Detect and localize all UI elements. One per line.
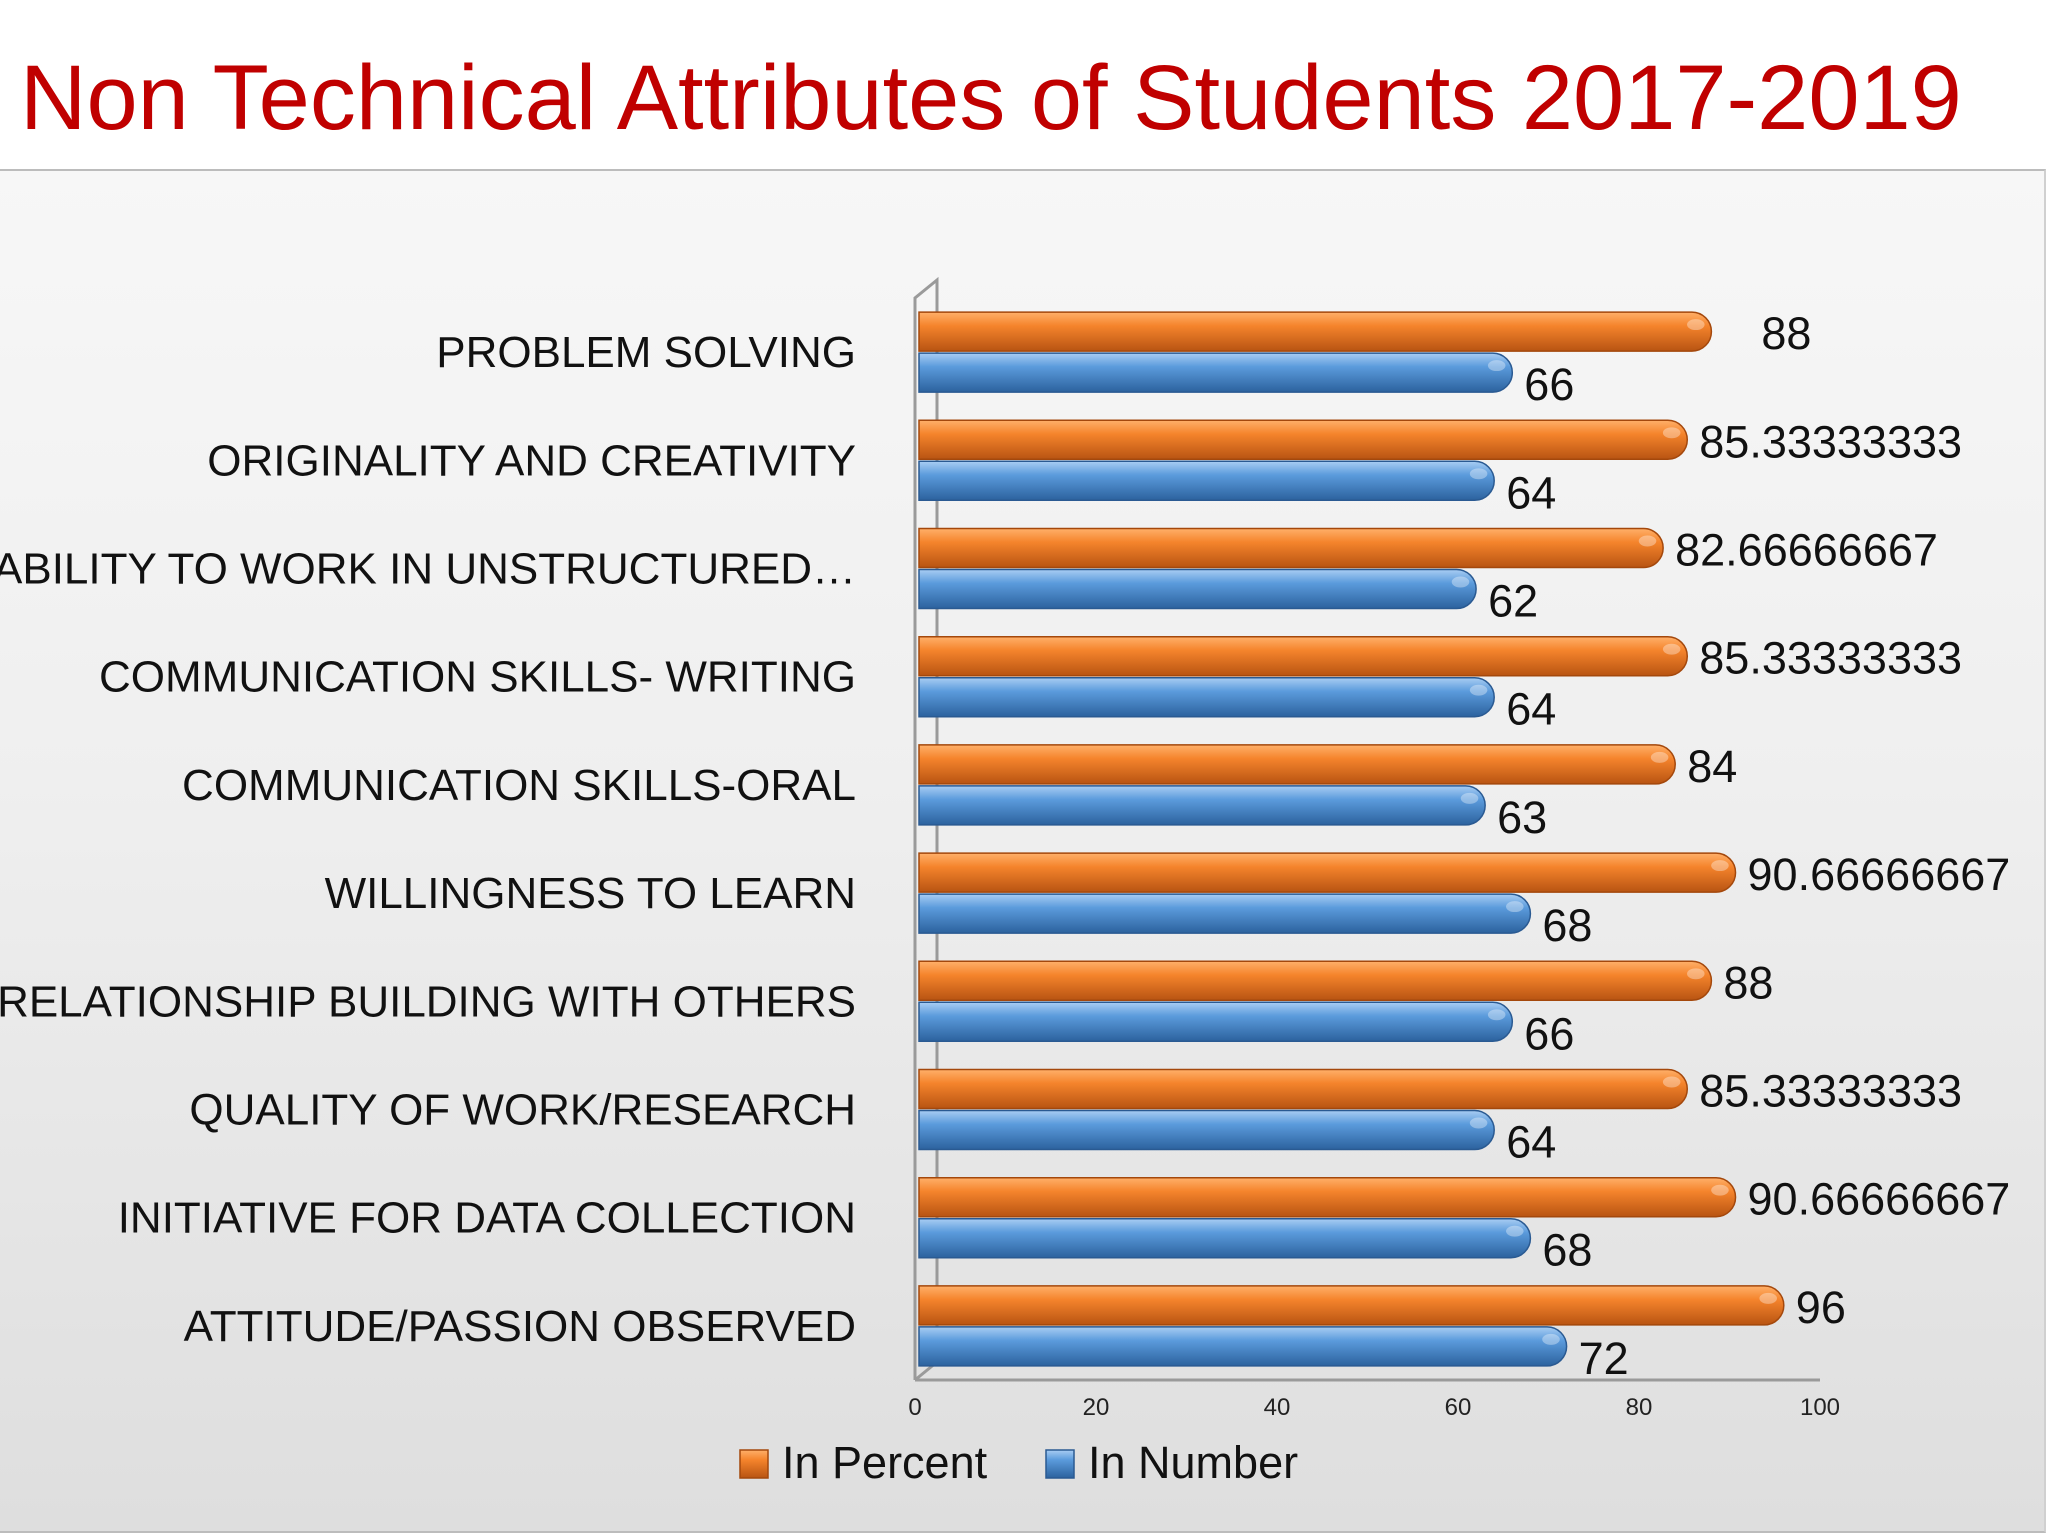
bar-in-percent	[918, 527, 1664, 569]
value-label-percent: 85.33333333	[1699, 633, 1962, 684]
category-label: INITIATIVE FOR DATA COLLECTION	[118, 1194, 856, 1243]
bar-in-number	[918, 1001, 1513, 1043]
category-label: PROBLEM SOLVING	[436, 328, 856, 377]
value-label-percent: 84	[1687, 741, 1737, 792]
bar-in-percent	[918, 744, 1676, 785]
value-label-percent: 96	[1796, 1282, 1846, 1333]
value-label-percent: 85.33333333	[1699, 416, 1962, 467]
bar-in-percent	[918, 635, 1688, 677]
bar-in-number	[918, 1326, 1568, 1367]
value-label-number: 68	[1542, 900, 1592, 951]
legend-swatch-in-number	[1045, 1449, 1075, 1479]
bar-in-percent	[918, 311, 1713, 352]
bar-in-percent	[918, 1285, 1785, 1326]
value-label-number: 66	[1524, 359, 1574, 410]
legend-label-in-number: In Number	[1088, 1437, 1298, 1488]
page-title: Non Technical Attributes of Students 201…	[20, 47, 1962, 149]
value-label-percent: 88	[1761, 308, 1811, 359]
value-label-number: 62	[1488, 576, 1538, 627]
value-label-number: 72	[1579, 1333, 1629, 1384]
category-label: COMMUNICATION SKILLS-ORAL	[182, 761, 856, 810]
category-label: ORIGINALITY AND CREATIVITY	[207, 436, 856, 485]
x-tick-label: 40	[1264, 1394, 1291, 1421]
value-label-number: 68	[1542, 1225, 1592, 1276]
legend-label-in-percent: In Percent	[782, 1437, 988, 1488]
bar-in-number	[918, 893, 1532, 934]
bar-in-percent	[918, 960, 1713, 1002]
x-tick-label: 80	[1626, 1394, 1653, 1421]
value-label-number: 64	[1506, 467, 1556, 518]
x-tick-label: 60	[1445, 1394, 1472, 1421]
category-label: QUALITY OF WORK/RESEARCH	[189, 1086, 856, 1135]
x-tick-label: 100	[1800, 1394, 1840, 1421]
bar-in-percent	[918, 1068, 1688, 1110]
value-label-percent: 85.33333333	[1699, 1066, 1962, 1117]
x-tick-label: 20	[1083, 1394, 1110, 1421]
value-label-percent: 90.66666667	[1748, 1174, 2011, 1225]
value-label-number: 64	[1506, 1117, 1556, 1168]
category-label: ABILITY TO WORK IN UNSTRUCTURED…	[0, 545, 856, 594]
bar-in-number	[918, 785, 1486, 826]
value-label-percent: 90.66666667	[1748, 849, 2011, 900]
bar-in-percent	[918, 1176, 1737, 1218]
bar-in-number	[918, 1217, 1532, 1259]
legend-swatch-in-percent	[739, 1449, 769, 1479]
bar-in-number	[918, 460, 1495, 502]
category-label: RELATIONSHIP BUILDING WITH OTHERS	[0, 977, 856, 1026]
bar-in-number	[918, 352, 1513, 393]
bar-in-number	[918, 568, 1477, 610]
bar-in-percent	[918, 419, 1688, 461]
value-label-number: 66	[1524, 1008, 1574, 1059]
category-label: ATTITUDE/PASSION OBSERVED	[184, 1302, 856, 1351]
value-label-number: 63	[1497, 792, 1547, 843]
category-label: COMMUNICATION SKILLS- WRITING	[99, 653, 856, 702]
value-label-percent: 82.66666667	[1675, 525, 1938, 576]
value-label-number: 64	[1506, 684, 1556, 735]
bar-in-number	[918, 1109, 1495, 1151]
category-label: WILLINGNESS TO LEARN	[325, 869, 856, 918]
value-label-percent: 88	[1723, 957, 1773, 1008]
bar-in-percent	[918, 852, 1737, 893]
bar-in-number	[918, 676, 1495, 718]
x-tick-label: 0	[908, 1394, 921, 1421]
